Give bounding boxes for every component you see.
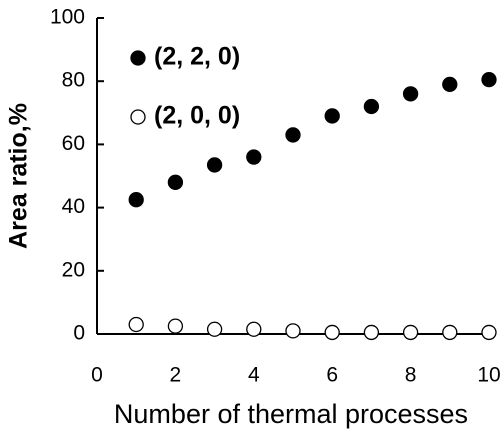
- y-tick-label: 40: [62, 195, 85, 218]
- point: [442, 324, 458, 341]
- y-tick-label: 80: [62, 69, 85, 92]
- point: [167, 174, 184, 190]
- point: [206, 157, 223, 173]
- legend-label: (2, 2, 0): [154, 43, 240, 71]
- point: [246, 149, 262, 165]
- x-tick-label: 8: [405, 364, 417, 387]
- point: [363, 324, 380, 341]
- point: [246, 321, 262, 337]
- point: [402, 86, 419, 102]
- point: [285, 323, 301, 339]
- point: [324, 324, 340, 341]
- x-tick-label: 10: [477, 364, 500, 387]
- point: [128, 316, 144, 333]
- point: [363, 98, 380, 115]
- point: [481, 324, 497, 341]
- y-tick-label: 20: [62, 258, 85, 281]
- x-tick-label: 2: [170, 364, 182, 387]
- point: [442, 76, 458, 93]
- legend-marker: [130, 109, 146, 125]
- y-tick-label: 60: [62, 132, 85, 155]
- y-tick-label: 0: [73, 322, 85, 345]
- x-tick-label: 4: [248, 364, 260, 387]
- legend-marker: [130, 50, 146, 66]
- point: [481, 71, 497, 88]
- point: [128, 192, 144, 208]
- x-tick-label: 0: [91, 364, 103, 387]
- x-tick-label: 6: [326, 364, 338, 387]
- point: [167, 318, 184, 334]
- legend-label: (2, 0, 0): [154, 102, 240, 130]
- y-tick-label: 100: [50, 6, 85, 29]
- point: [402, 324, 419, 341]
- point: [324, 108, 340, 124]
- point: [285, 127, 301, 143]
- x-axis-title: Number of thermal processes: [114, 399, 468, 429]
- point: [206, 321, 223, 337]
- y-axis-title: Area ratio,%: [5, 103, 33, 249]
